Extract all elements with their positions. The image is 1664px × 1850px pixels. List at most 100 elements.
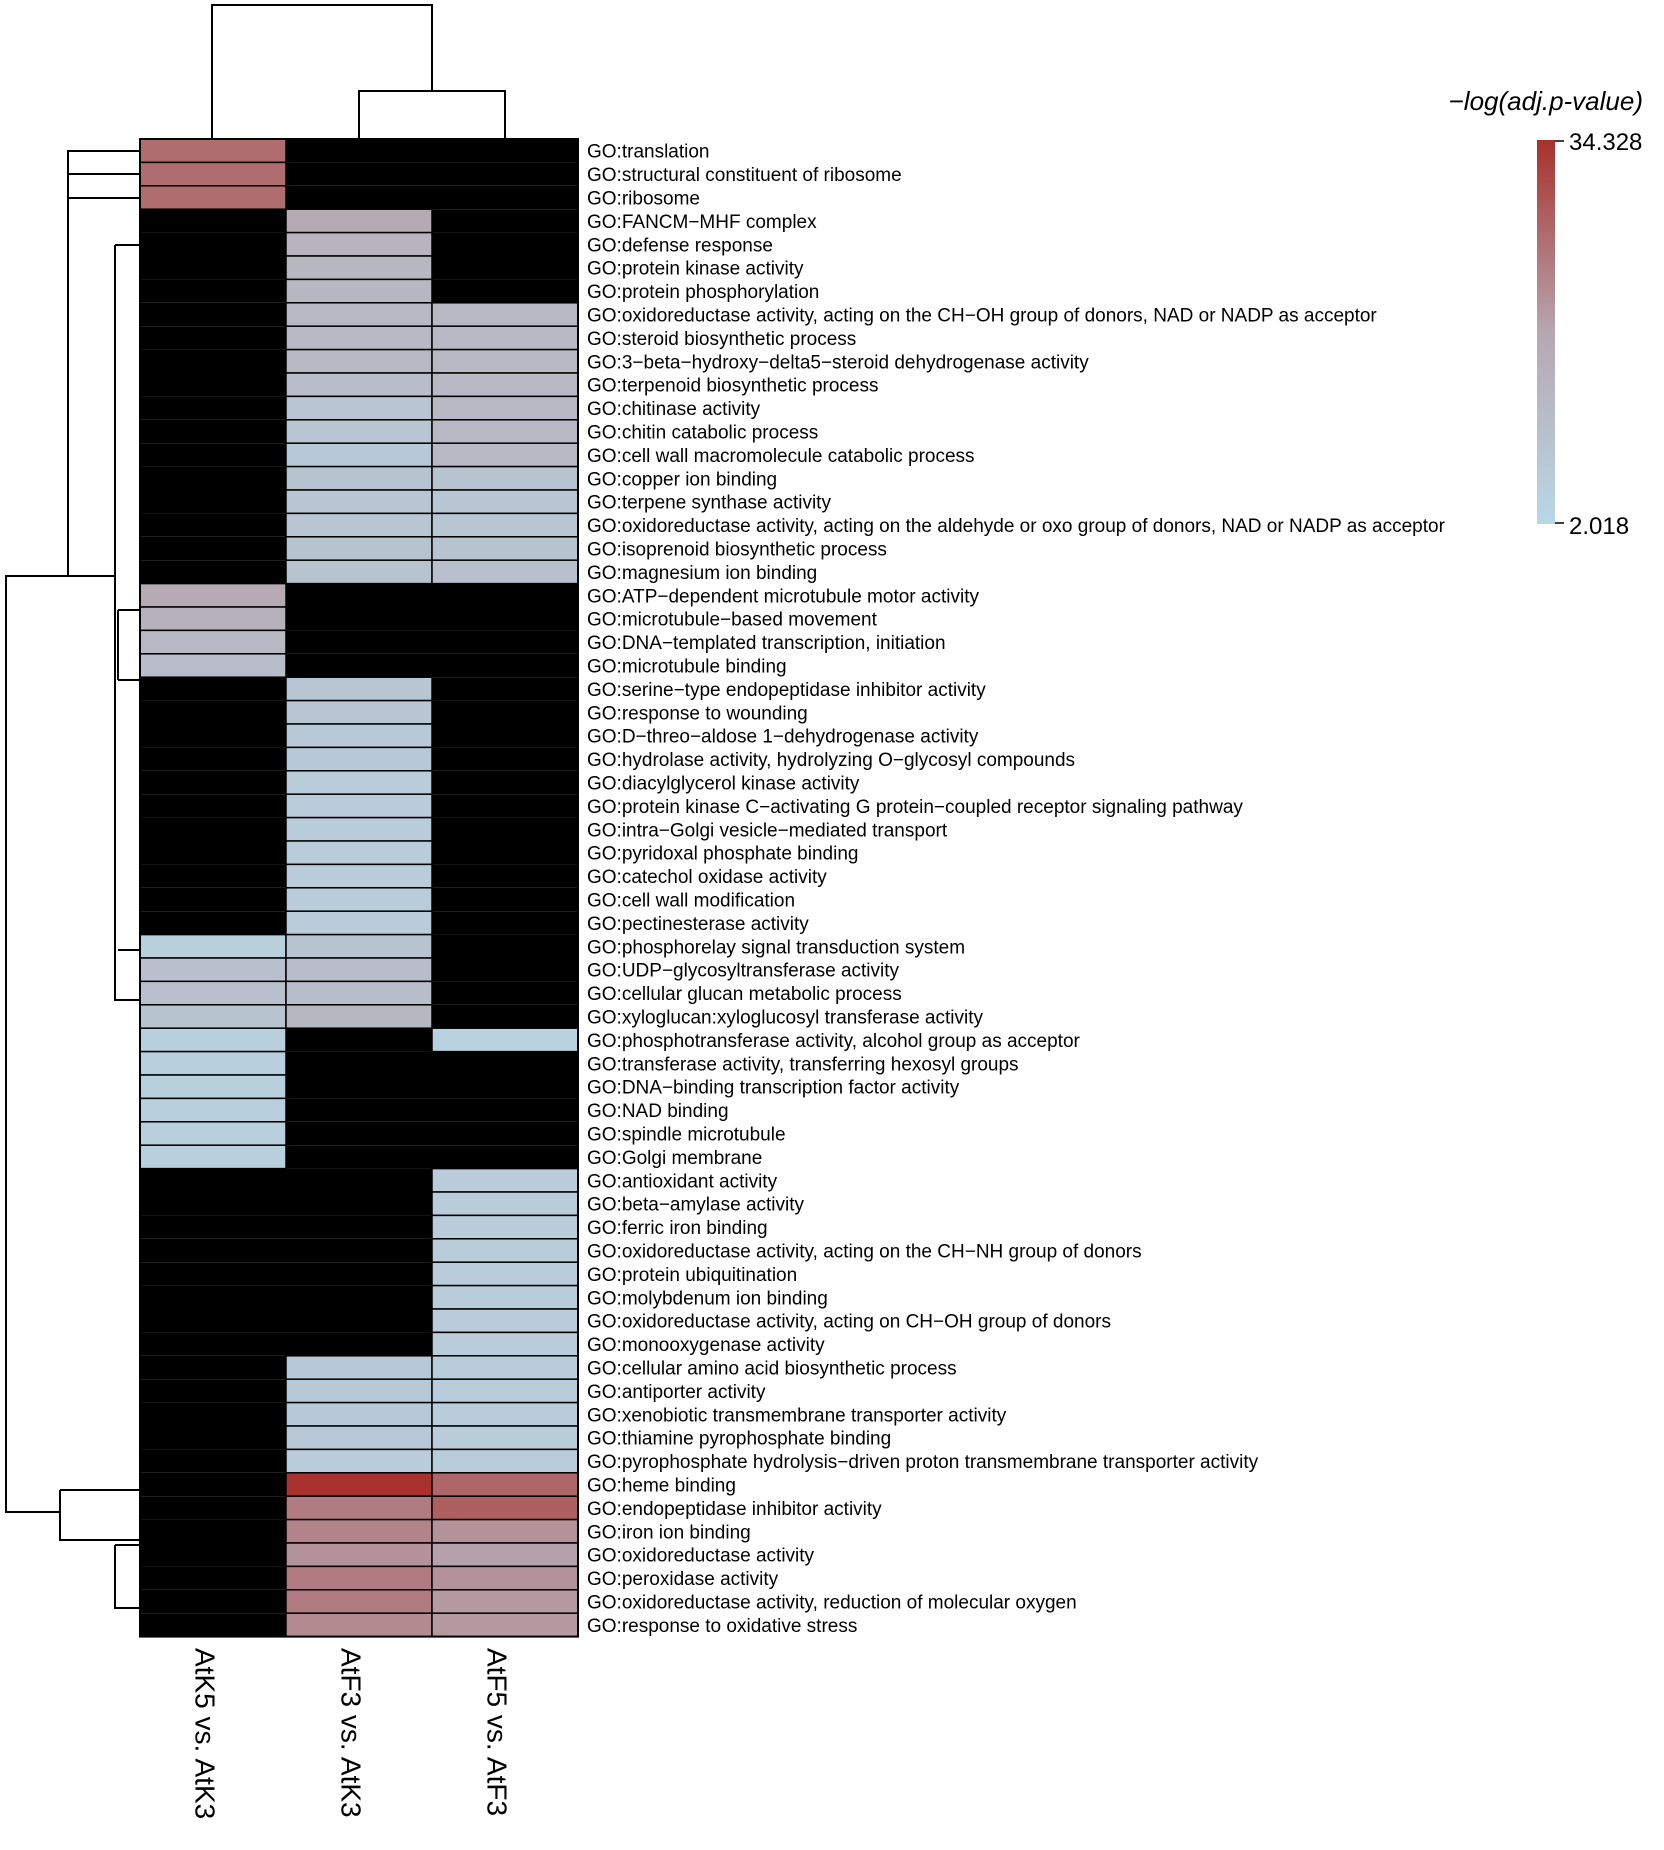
heatmap-cell (140, 700, 286, 724)
row-label-go-response-to-oxidative-stress: GO:response to oxidative stress (587, 1616, 857, 1637)
heatmap-cell (432, 958, 578, 982)
heatmap-cell (431, 1425, 579, 1451)
heatmap-cell (285, 231, 433, 257)
heatmap-cell (285, 255, 433, 281)
heatmap-cell (432, 770, 578, 795)
heatmap-cell (286, 1168, 432, 1192)
column-label-atf5-vs-atf3: AtF5 vs. AtF3 (482, 1648, 513, 1816)
heatmap-cell (140, 1589, 286, 1614)
heatmap-cell (140, 1449, 286, 1473)
row-label-go-fancm-mhf-complex: GO:FANCM−MHF complex (587, 212, 817, 233)
row-label-go-phosphorelay-signal-transduction-system: GO:phosphorelay signal transduction syst… (587, 937, 965, 958)
row-label-go-chitin-catabolic-process: GO:chitin catabolic process (587, 423, 818, 444)
row-label-go-cellular-glucan-metabolic-process: GO:cellular glucan metabolic process (587, 984, 902, 1005)
heatmap-cell (285, 395, 433, 421)
row-label-go-molybdenum-ion-binding: GO:molybdenum ion binding (587, 1288, 828, 1309)
row-label-go-diacylglycerol-kinase-activity: GO:diacylglycerol kinase activity (587, 774, 860, 795)
heatmap-cell (285, 676, 433, 702)
heatmap-cell (285, 1425, 433, 1451)
heatmap-cell (285, 816, 433, 842)
row-label-go-antiporter-activity: GO:antiporter activity (587, 1382, 766, 1403)
heatmap-cell (432, 700, 578, 724)
heatmap-cell (285, 1004, 433, 1029)
heatmap-cell (285, 1612, 433, 1638)
row-label-go-hydrolase-activity-hydrolyzing-o-glycosyl-compounds: GO:hydrolase activity, hydrolyzing O−gly… (587, 750, 1075, 771)
heatmap-cell (286, 1098, 432, 1122)
row-label-go-oxidoreductase-activity-reduction-of-molecular-oxygen: GO:oxidoreductase activity, reduction of… (587, 1593, 1077, 1614)
row-label-go-response-to-wounding: GO:response to wounding (587, 703, 808, 724)
heatmap-cell (140, 1426, 286, 1450)
row-label-go-heme-binding: GO:heme binding (587, 1476, 736, 1497)
heatmap-cell (285, 910, 433, 936)
heatmap-cell (431, 465, 579, 491)
heatmap-cell (431, 1191, 579, 1217)
heatmap-cell (285, 1378, 433, 1404)
heatmap-cell (431, 1589, 579, 1614)
row-label-go-dna-templated-transcription-initiation: GO:DNA−templated transcription, initiati… (587, 633, 946, 654)
heatmap-cell (140, 1332, 286, 1356)
heatmap-cell (432, 185, 578, 210)
row-label-go-golgi-membrane: GO:Golgi membrane (587, 1148, 762, 1169)
row-label-go-oxidoreductase-activity-acting-on-the-ch-nh-group-of-donors: GO:oxidoreductase activity, acting on th… (587, 1242, 1142, 1263)
heatmap-cell (139, 1027, 287, 1053)
heatmap-cell (140, 1192, 286, 1216)
heatmap-cell (432, 887, 578, 912)
heatmap-cell (139, 980, 287, 1006)
heatmap-cell (431, 302, 579, 327)
heatmap-cell (285, 1518, 433, 1544)
heatmap-cell (432, 677, 578, 701)
row-label-go-beta-amylase-activity: GO:beta−amylase activity (587, 1195, 805, 1216)
heatmap-cell (140, 373, 286, 397)
heatmap-cell (431, 1027, 579, 1053)
heatmap-cell (139, 629, 287, 655)
heatmap-cell (431, 489, 579, 515)
heatmap-cell (286, 1285, 432, 1309)
heatmap-cell (285, 887, 433, 912)
row-label-go-peroxidase-activity: GO:peroxidase activity (587, 1569, 779, 1590)
heatmap-cell (285, 1542, 433, 1568)
heatmap-cell (140, 1168, 286, 1192)
row-label-go-oxidoreductase-activity-acting-on-the-ch-oh-group-of-donors-nad-or-nadp-as-acceptor: GO:oxidoreductase activity, acting on th… (587, 306, 1377, 327)
heatmap-cell (286, 162, 432, 186)
legend-colorbar (1537, 140, 1555, 524)
heatmap-cell (140, 1496, 286, 1520)
heatmap-cell (140, 209, 286, 233)
heatmap-cell (431, 1308, 579, 1334)
row-label-go-3-beta-hydroxy-delta5-steroid-dehydrogenase-activity: GO:3−beta−hydroxy−delta5−steroid dehydro… (587, 352, 1089, 373)
heatmap-cell (285, 863, 433, 889)
heatmap-cell (432, 817, 578, 841)
heatmap-cell (432, 209, 578, 233)
heatmap-cell (286, 607, 432, 631)
heatmap-cell (286, 653, 432, 678)
row-label-go-structural-constituent-of-ribosome: GO:structural constituent of ribosome (587, 165, 902, 186)
heatmap-cell (432, 1145, 578, 1169)
heatmap-cell (432, 162, 578, 186)
heatmap-cell (286, 1192, 432, 1216)
heatmap-cell (286, 1075, 432, 1099)
heatmap-cell (432, 1098, 578, 1122)
legend-min-label: 2.018 (1569, 513, 1629, 540)
heatmap-cell (140, 1472, 286, 1497)
heatmap-cell (140, 560, 286, 584)
heatmap-cell (432, 747, 578, 771)
heatmap-cell (140, 419, 286, 444)
heatmap-cell (139, 1121, 287, 1146)
heatmap-cell (140, 911, 286, 935)
heatmap-cell (432, 256, 578, 280)
row-label-go-nad-binding: GO:NAD binding (587, 1101, 729, 1122)
row-label-go-pyrophosphate-hydrolysis-driven-proton-transmembrane-transporter-activity: GO:pyrophosphate hydrolysis−driven proto… (587, 1452, 1259, 1473)
heatmap-cell (285, 699, 433, 725)
heatmap-cell (431, 1472, 579, 1497)
heatmap-cell (139, 1144, 287, 1170)
heatmap-cell (285, 1448, 433, 1474)
heatmap-cell (431, 1284, 579, 1310)
heatmap-cell (285, 1401, 433, 1427)
heatmap-cell (286, 139, 432, 163)
row-label-go-pyridoxal-phosphate-binding: GO:pyridoxal phosphate binding (587, 844, 858, 865)
heatmap-cell (286, 185, 432, 210)
heatmap-cell (431, 395, 579, 421)
heatmap-cell (431, 1518, 579, 1544)
heatmap-cell (139, 1097, 287, 1123)
heatmap-cell (140, 1402, 286, 1426)
